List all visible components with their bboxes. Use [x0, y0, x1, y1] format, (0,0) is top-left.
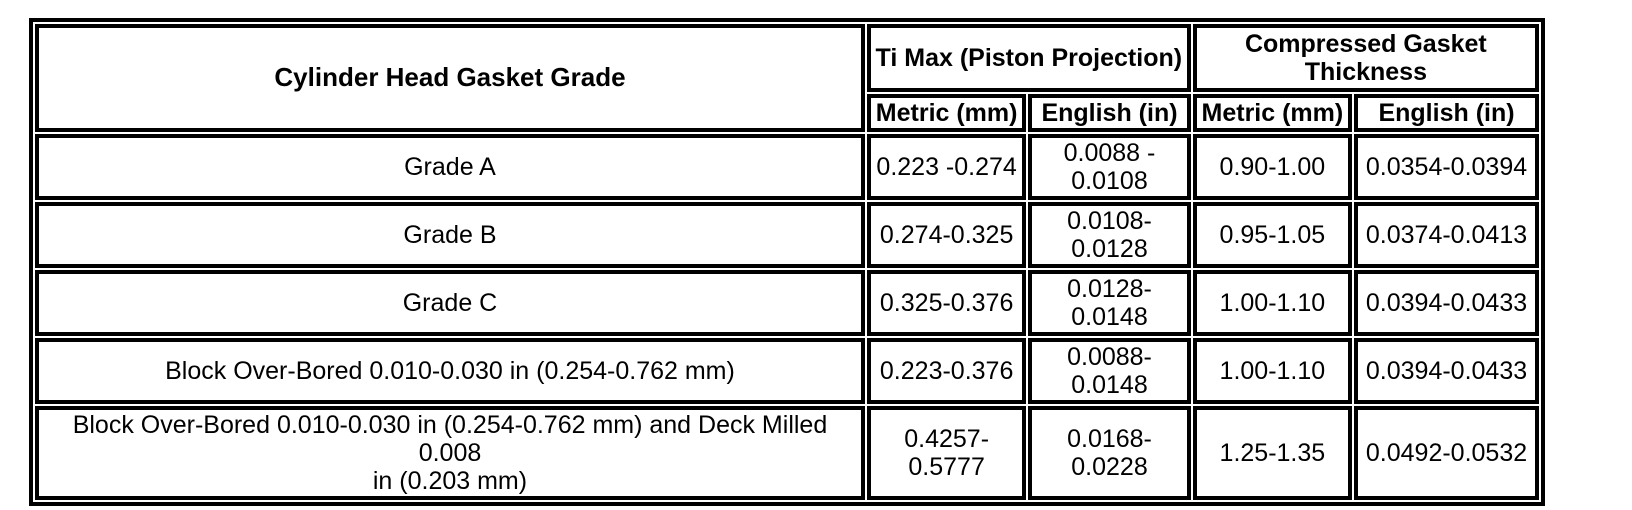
cg-english-cell: 0.0374-0.0413 — [1354, 202, 1539, 268]
ti-metric-cell: 0.223-0.376 — [866, 338, 1027, 404]
ti-metric-cell: 0.325-0.376 — [866, 270, 1027, 336]
ti-metric-cell: 0.274-0.325 — [866, 202, 1027, 268]
sub-header-cg-english: English (in) — [1354, 94, 1539, 132]
cg-metric-cell: 0.90-1.00 — [1192, 134, 1353, 200]
grade-cell: Grade A — [35, 134, 865, 200]
ti-english-cell: 0.0108- 0.0128 — [1028, 202, 1191, 268]
cg-metric-cell: 1.25-1.35 — [1192, 406, 1353, 500]
ti-english-cell: 0.0128- 0.0148 — [1028, 270, 1191, 336]
group-header-compressed-gasket-thickness: Compressed Gasket Thickness — [1192, 24, 1539, 92]
cg-metric-cell: 1.00-1.10 — [1192, 338, 1353, 404]
table-group-header-row: Cylinder Head Gasket Grade Ti Max (Pisto… — [35, 24, 1539, 132]
table-row-grade-c: Grade C 0.325-0.376 0.0128- 0.0148 1.00-… — [35, 270, 1539, 336]
cg-english-cell: 0.0354-0.0394 — [1354, 134, 1539, 200]
grade-cell: Block Over-Bored 0.010-0.030 in (0.254-0… — [35, 338, 865, 404]
ti-english-cell: 0.0168- 0.0228 — [1028, 406, 1191, 500]
cg-metric-cell: 0.95-1.05 — [1192, 202, 1353, 268]
table-row-grade-b: Grade B 0.274-0.325 0.0108- 0.0128 0.95-… — [35, 202, 1539, 268]
ti-english-cell: 0.0088 - 0.0108 — [1028, 134, 1191, 200]
ti-metric-cell: 0.223 -0.274 — [866, 134, 1027, 200]
table-row-grade-a: Grade A 0.223 -0.274 0.0088 - 0.0108 0.9… — [35, 134, 1539, 200]
sub-header-cg-metric: Metric (mm) — [1192, 94, 1353, 132]
ti-english-cell: 0.0088- 0.0148 — [1028, 338, 1191, 404]
grade-cell: Grade B — [35, 202, 865, 268]
grade-cell: Block Over-Bored 0.010-0.030 in (0.254-0… — [35, 406, 865, 500]
table-row-over-bored: Block Over-Bored 0.010-0.030 in (0.254-0… — [35, 338, 1539, 404]
sub-header-ti-english: English (in) — [1028, 94, 1191, 132]
column-header-gasket-grade: Cylinder Head Gasket Grade — [35, 24, 865, 132]
table-sub-header-row: Metric (mm) English (in) Metric (mm) Eng… — [35, 94, 1539, 132]
sub-header-ti-metric: Metric (mm) — [866, 94, 1027, 132]
group-header-ti-max: Ti Max (Piston Projection) — [866, 24, 1191, 92]
ti-metric-cell: 0.4257- 0.5777 — [866, 406, 1027, 500]
cg-english-cell: 0.0394-0.0433 — [1354, 338, 1539, 404]
grade-cell: Grade C — [35, 270, 865, 336]
gasket-grade-table: Cylinder Head Gasket Grade Ti Max (Pisto… — [29, 18, 1545, 506]
cg-english-cell: 0.0394-0.0433 — [1354, 270, 1539, 336]
cg-english-cell: 0.0492-0.0532 — [1354, 406, 1539, 500]
table-row-over-bored-deck-milled: Block Over-Bored 0.010-0.030 in (0.254-0… — [35, 406, 1539, 500]
cg-metric-cell: 1.00-1.10 — [1192, 270, 1353, 336]
